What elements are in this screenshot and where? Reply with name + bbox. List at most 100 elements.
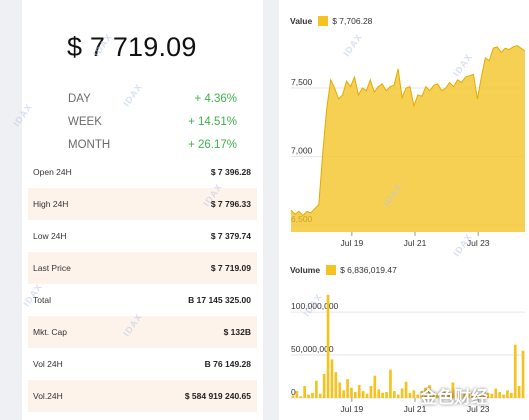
stat-row-vol-24h-usd: Vol.24H $ 584 919 240.65 (28, 380, 257, 412)
value-x-tick-label: Jul 19 (340, 238, 363, 248)
stat-value: $ 584 919 240.65 (184, 391, 251, 401)
volume-bar (377, 389, 381, 398)
source-badge: 金色财经 (420, 388, 488, 407)
volume-bar (338, 382, 342, 398)
volume-bar (510, 392, 513, 398)
volume-bar (420, 391, 423, 398)
stat-value: $ 7 719.09 (210, 263, 251, 273)
volume-bar (513, 344, 517, 398)
volume-y-tick-label: 50,000,000 (291, 344, 334, 354)
volume-legend-title: Volume (290, 265, 321, 275)
volume-bar (330, 359, 334, 398)
change-row-month: MONTH + 26.17% (22, 136, 263, 156)
volume-x-tick-label: Jul 21 (404, 404, 427, 414)
volume-bar (447, 394, 451, 398)
change-value: + 14.51% (188, 116, 237, 128)
volume-bar (311, 392, 314, 398)
stat-row-high-24h: High 24H $ 7 796.33 (28, 188, 257, 220)
value-legend-value: $ 7,706.28 (332, 16, 373, 26)
volume-bar (428, 385, 431, 398)
price-summary-panel: $ 7 719.09 DAY + 4.36% WEEK + 14.51% MON… (22, 0, 263, 420)
volume-bar (490, 393, 494, 398)
volume-bar (361, 391, 365, 398)
volume-bar (346, 379, 349, 398)
stat-row-total: Total B 17 145 325.00 (28, 284, 257, 316)
volume-y-tick-label: 100,000,000 (291, 301, 339, 311)
stat-label: Vol.24H (33, 391, 63, 401)
volume-legend: Volume $ 6,836,019.47 (290, 265, 397, 275)
current-price: $ 7 719.09 (67, 32, 197, 62)
stat-label: Vol 24H (33, 359, 63, 369)
value-legend: Value $ 7,706.28 (290, 16, 372, 26)
volume-bar (494, 388, 498, 398)
volume-bar (307, 394, 310, 398)
stat-value: $ 7 379.74 (210, 231, 251, 241)
stat-row-market-cap: Mkt. Cap $ 132B (28, 316, 257, 348)
stat-label: Open 24H (33, 167, 72, 177)
volume-bar (463, 393, 466, 398)
volume-bar (424, 387, 427, 398)
volume-bar (498, 392, 501, 398)
volume-bar (322, 373, 326, 398)
stat-row-vol-24h-btc: Vol 24H B 76 149.28 (28, 348, 257, 380)
value-legend-title: Value (290, 16, 313, 26)
volume-bar (393, 391, 396, 398)
value-y-tick-label: 7,000 (291, 146, 313, 156)
stat-label: Low 24H (33, 231, 67, 241)
volume-bar (350, 387, 353, 398)
volume-bar (435, 393, 439, 398)
change-label: WEEK (68, 116, 102, 128)
volume-bar (412, 390, 416, 398)
stat-row-open-24h: Open 24H $ 7 396.28 (28, 156, 257, 188)
change-label: MONTH (68, 139, 111, 151)
volume-legend-value: $ 6,836,019.47 (340, 265, 397, 275)
change-value: + 26.17% (188, 139, 237, 151)
stat-row-low-24h: Low 24H $ 7 379.74 (28, 220, 257, 252)
volume-bar (365, 393, 369, 398)
volume-bar (334, 372, 338, 398)
volume-bar (385, 392, 388, 398)
value-x-tick-label: Jul 21 (404, 238, 427, 248)
change-row-week: WEEK + 14.51% (22, 113, 263, 133)
volume-bar (455, 392, 459, 398)
volume-bar (408, 392, 412, 398)
volume-bar (404, 381, 408, 398)
volume-x-tick-label: Jul 23 (467, 404, 490, 414)
volume-bar (396, 394, 400, 398)
volume-bar (416, 394, 420, 398)
stat-value: $ 7 396.28 (210, 167, 251, 177)
stat-label: High 24H (33, 199, 69, 209)
volume-bar (521, 350, 525, 398)
volume-bar (443, 390, 447, 398)
volume-bar (342, 390, 345, 398)
volume-chart[interactable]: 100,000,000 50,000,000 0 Jul 19 Jul 21 Jul 23 (279, 260, 529, 420)
volume-bar (467, 391, 470, 398)
volume-bar (295, 391, 299, 398)
stat-value: B 76 149.28 (204, 359, 251, 369)
volume-bar (482, 389, 486, 398)
volume-x-tick-label: Jul 19 (340, 404, 363, 414)
value-y-tick-label: 7,500 (291, 77, 313, 87)
stat-label: Mkt. Cap (33, 327, 68, 337)
volume-bar (439, 392, 443, 398)
change-row-day: DAY + 4.36% (22, 90, 263, 110)
volume-bar (291, 395, 295, 398)
stat-label: Last Price (33, 263, 71, 273)
value-legend-swatch (318, 16, 329, 26)
stat-label: Total (33, 295, 51, 305)
volume-bar (326, 294, 330, 398)
volume-bar (478, 394, 482, 398)
value-line-series (290, 44, 526, 217)
volume-bar (315, 380, 318, 398)
volume-bar (299, 396, 303, 398)
change-value: + 4.36% (194, 93, 237, 105)
volume-bar (506, 390, 509, 398)
change-label: DAY (68, 93, 91, 105)
value-x-tick-label: Jul 23 (467, 238, 490, 248)
stat-value: $ 132B (223, 327, 251, 337)
volume-bar (357, 385, 361, 398)
volume-bar (471, 392, 474, 398)
volume-bar (486, 392, 490, 398)
